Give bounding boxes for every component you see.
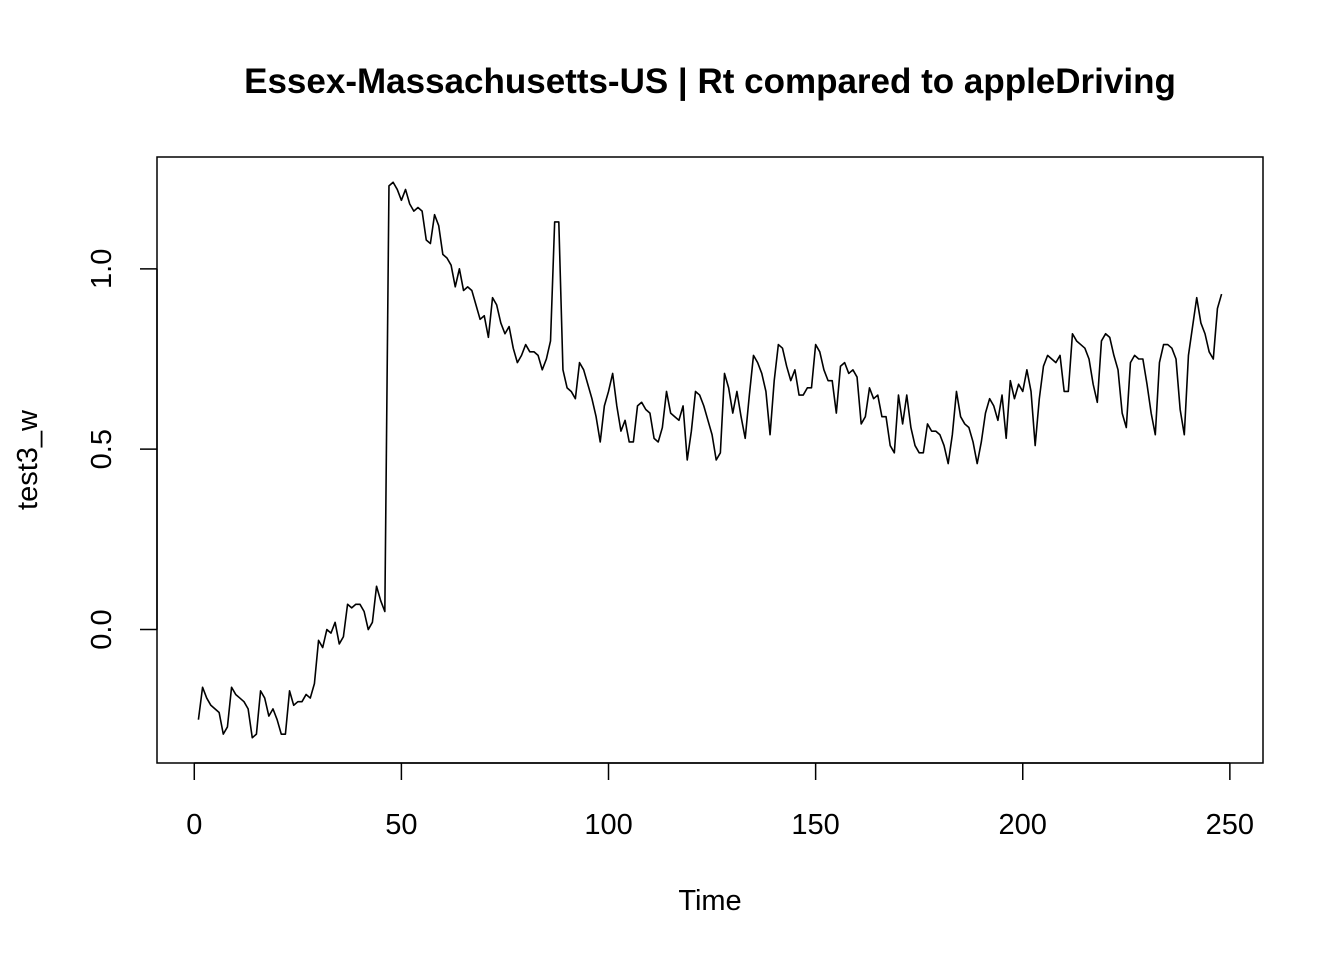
x-tick-label: 250 [1206, 809, 1254, 841]
plot-frame [156, 156, 1264, 764]
chart-title: Essex-Massachusetts-US | Rt compared to … [244, 62, 1176, 101]
y-tick-label: 0.5 [86, 429, 118, 469]
x-tick-label: 100 [584, 809, 632, 841]
x-tick-label: 50 [385, 809, 417, 841]
x-tick-label: 0 [186, 809, 202, 841]
x-tick-label: 200 [999, 809, 1047, 841]
series-line [197, 181, 1223, 739]
x-tick-label: 150 [791, 809, 839, 841]
y-axis-label: test3_w [12, 409, 44, 510]
y-axis: 0.0 0.5 1.0 [86, 249, 158, 650]
x-axis-label: Time [678, 885, 741, 917]
x-axis: 0 50 100 150 200 250 [186, 762, 1254, 841]
y-tick-label: 1.0 [86, 249, 118, 289]
y-tick-label: 0.0 [86, 609, 118, 649]
series-layer [197, 181, 1223, 739]
